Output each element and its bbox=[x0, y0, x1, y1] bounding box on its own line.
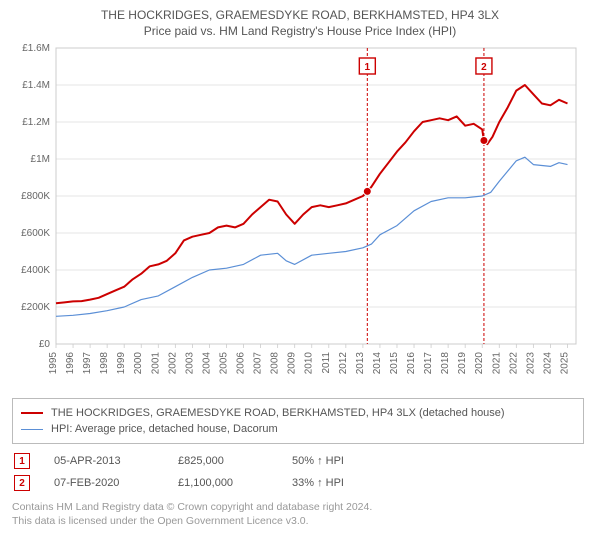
chart-title: THE HOCKRIDGES, GRAEMESDYKE ROAD, BERKHA… bbox=[12, 8, 588, 22]
svg-text:£1.2M: £1.2M bbox=[22, 117, 50, 128]
svg-text:£800K: £800K bbox=[21, 191, 50, 202]
svg-text:2021: 2021 bbox=[491, 352, 502, 375]
svg-text:1997: 1997 bbox=[82, 352, 93, 375]
svg-text:2005: 2005 bbox=[218, 352, 229, 375]
svg-text:£1.4M: £1.4M bbox=[22, 80, 50, 91]
marker-pct: 33% ↑ HPI bbox=[292, 477, 402, 489]
svg-text:2013: 2013 bbox=[355, 352, 366, 375]
svg-text:2004: 2004 bbox=[201, 352, 212, 375]
svg-text:£1M: £1M bbox=[31, 154, 50, 165]
svg-text:2016: 2016 bbox=[406, 352, 417, 375]
legend-swatch bbox=[21, 412, 43, 414]
svg-text:2008: 2008 bbox=[270, 352, 281, 375]
marker-badge: 2 bbox=[14, 475, 30, 491]
svg-text:2023: 2023 bbox=[525, 352, 536, 375]
svg-text:2012: 2012 bbox=[338, 352, 349, 375]
marker-price: £1,100,000 bbox=[178, 477, 268, 489]
legend: THE HOCKRIDGES, GRAEMESDYKE ROAD, BERKHA… bbox=[12, 398, 584, 444]
svg-text:2010: 2010 bbox=[304, 352, 315, 375]
svg-text:£200K: £200K bbox=[21, 302, 50, 313]
svg-text:2009: 2009 bbox=[287, 352, 298, 375]
svg-text:2017: 2017 bbox=[423, 352, 434, 375]
marker-pct: 50% ↑ HPI bbox=[292, 455, 402, 467]
svg-text:1999: 1999 bbox=[116, 352, 127, 375]
marker-price: £825,000 bbox=[178, 455, 268, 467]
legend-item: THE HOCKRIDGES, GRAEMESDYKE ROAD, BERKHA… bbox=[21, 405, 575, 421]
legend-label: THE HOCKRIDGES, GRAEMESDYKE ROAD, BERKHA… bbox=[51, 407, 505, 419]
marker-row: 2 07-FEB-2020 £1,100,000 33% ↑ HPI bbox=[12, 472, 588, 494]
svg-text:2018: 2018 bbox=[440, 352, 451, 375]
legend-swatch bbox=[21, 429, 43, 430]
line-chart-svg: £0 £200K £400K £600K £800K £1M £1.2M £1.4M £1.6M… bbox=[12, 42, 588, 392]
svg-text:£0: £0 bbox=[39, 339, 51, 350]
svg-text:1995: 1995 bbox=[48, 352, 59, 375]
svg-text:2002: 2002 bbox=[167, 352, 178, 375]
svg-text:2015: 2015 bbox=[389, 352, 400, 375]
svg-text:2007: 2007 bbox=[253, 352, 264, 375]
svg-text:2019: 2019 bbox=[457, 352, 468, 375]
legend-label: HPI: Average price, detached house, Daco… bbox=[51, 423, 278, 435]
svg-text:2022: 2022 bbox=[508, 352, 519, 375]
svg-text:2011: 2011 bbox=[321, 352, 332, 374]
svg-text:2000: 2000 bbox=[133, 352, 144, 375]
svg-text:2003: 2003 bbox=[184, 352, 195, 375]
titles: THE HOCKRIDGES, GRAEMESDYKE ROAD, BERKHA… bbox=[12, 8, 588, 38]
svg-text:1996: 1996 bbox=[65, 352, 76, 375]
svg-text:£400K: £400K bbox=[21, 265, 50, 276]
marker-table: 1 05-APR-2013 £825,000 50% ↑ HPI 2 07-FEB-202… bbox=[12, 450, 588, 494]
marker-badge: 1 bbox=[14, 453, 30, 469]
marker-row: 1 05-APR-2013 £825,000 50% ↑ HPI bbox=[12, 450, 588, 472]
svg-text:2020: 2020 bbox=[474, 352, 485, 375]
svg-text:1: 1 bbox=[365, 62, 371, 73]
marker-date: 05-APR-2013 bbox=[54, 455, 154, 467]
marker-date: 07-FEB-2020 bbox=[54, 477, 154, 489]
footer-line-1: Contains HM Land Registry data © Crown c… bbox=[12, 500, 588, 514]
svg-text:£1.6M: £1.6M bbox=[22, 43, 50, 54]
chart-subtitle: Price paid vs. HM Land Registry's House … bbox=[12, 24, 588, 38]
svg-text:2025: 2025 bbox=[559, 352, 570, 375]
footer: Contains HM Land Registry data © Crown c… bbox=[12, 500, 588, 528]
svg-text:£600K: £600K bbox=[21, 228, 50, 239]
svg-text:2006: 2006 bbox=[236, 352, 247, 375]
chart-container: THE HOCKRIDGES, GRAEMESDYKE ROAD, BERKHA… bbox=[0, 0, 600, 560]
legend-item: HPI: Average price, detached house, Daco… bbox=[21, 421, 575, 437]
svg-text:2024: 2024 bbox=[542, 352, 553, 375]
chart-area: £0 £200K £400K £600K £800K £1M £1.2M £1.4M £1.6M… bbox=[12, 42, 588, 392]
svg-text:1998: 1998 bbox=[99, 352, 110, 375]
footer-line-2: This data is licensed under the Open Gov… bbox=[12, 514, 588, 528]
svg-text:2: 2 bbox=[481, 62, 487, 73]
svg-text:2001: 2001 bbox=[150, 352, 161, 375]
svg-text:2014: 2014 bbox=[372, 352, 383, 375]
